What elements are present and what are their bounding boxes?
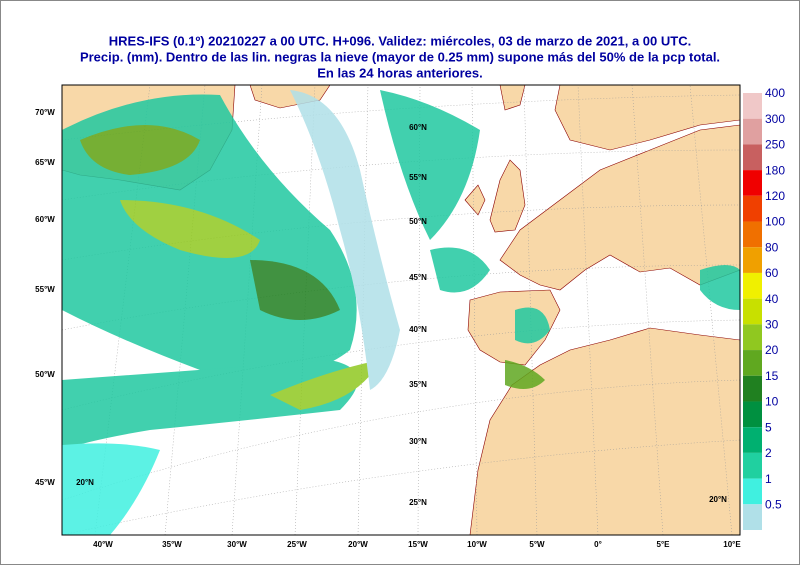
lat-label: 20°N [76,478,94,487]
legend-label: 1 [765,472,772,486]
lat-label: 50°N [409,217,427,226]
color-swatch [743,221,762,248]
lon-label: 5°W [529,540,545,549]
legend-label: 400 [765,86,785,100]
color-swatch [743,324,762,351]
legend-label: 300 [765,112,785,126]
color-swatch [743,272,762,299]
legend: 400 300 250 180 120 100 80 60 40 30 20 15 10 5 2 1 0.5 [743,86,785,530]
legend-label: 80 [765,240,779,254]
title-line: En las 24 horas anteriores. [317,65,482,80]
lon-label: 5°E [657,540,671,549]
legend-label: 250 [765,138,785,152]
legend-label: 180 [765,163,785,177]
lat-label: 45°N [409,273,427,282]
legend-label: 60 [765,266,779,280]
lon-label: 15°W [408,540,428,549]
color-swatch [743,401,762,428]
legend-label: 20 [765,343,779,357]
lon-label: 55°W [35,285,55,294]
color-swatch [743,452,762,479]
color-swatch [743,170,762,196]
lon-label: 40°W [93,540,113,549]
color-swatch [743,375,762,402]
lon-label: 70°W [35,108,55,117]
color-swatch [743,478,762,505]
lat-label: 35°N [409,380,427,389]
map [61,84,741,536]
legend-label: 5 [765,420,772,434]
lat-label: 40°N [409,325,427,334]
color-swatch [743,93,762,119]
color-swatch [743,427,762,453]
lon-label: 30°W [227,540,247,549]
lat-label: 30°N [409,437,427,446]
legend-label: 100 [765,215,785,229]
title-line: HRES-IFS (0.1º) 20210227 a 00 UTC. H+096… [109,33,691,48]
lat-label: 60°N [409,123,427,132]
color-swatch [743,504,762,530]
lon-label: 25°W [287,540,307,549]
legend-label: 40 [765,292,779,306]
color-swatch [743,118,762,145]
lon-label: 10°W [467,540,487,549]
color-swatch [743,247,762,273]
title-line: Precip. (mm). Dentro de las lin. negras … [80,49,720,64]
color-swatch [743,144,762,171]
lon-label: 60°W [35,215,55,224]
color-swatch [743,298,762,325]
lon-label: 20°W [348,540,368,549]
color-swatch [743,195,762,222]
lat-label: 55°N [409,173,427,182]
lon-label: 0° [594,540,602,549]
axis-labels: 40°W 35°W 30°W 25°W 20°W 15°W 10°W 5°W 0° 5°E 10°E… [35,108,741,549]
legend-label: 15 [765,369,779,383]
color-swatch [743,350,762,376]
lon-label: 65°W [35,158,55,167]
legend-label: 120 [765,189,785,203]
lon-label: 45°W [35,478,55,487]
legend-label: 2 [765,446,772,460]
lat-label: 25°N [409,498,427,507]
lat-label: 20°N [709,495,727,504]
lon-label: 10°E [723,540,741,549]
legend-label: 10 [765,395,779,409]
lon-label: 35°W [162,540,182,549]
lon-label: 50°W [35,370,55,379]
legend-label: 0.5 [765,497,782,511]
legend-label: 30 [765,318,779,332]
